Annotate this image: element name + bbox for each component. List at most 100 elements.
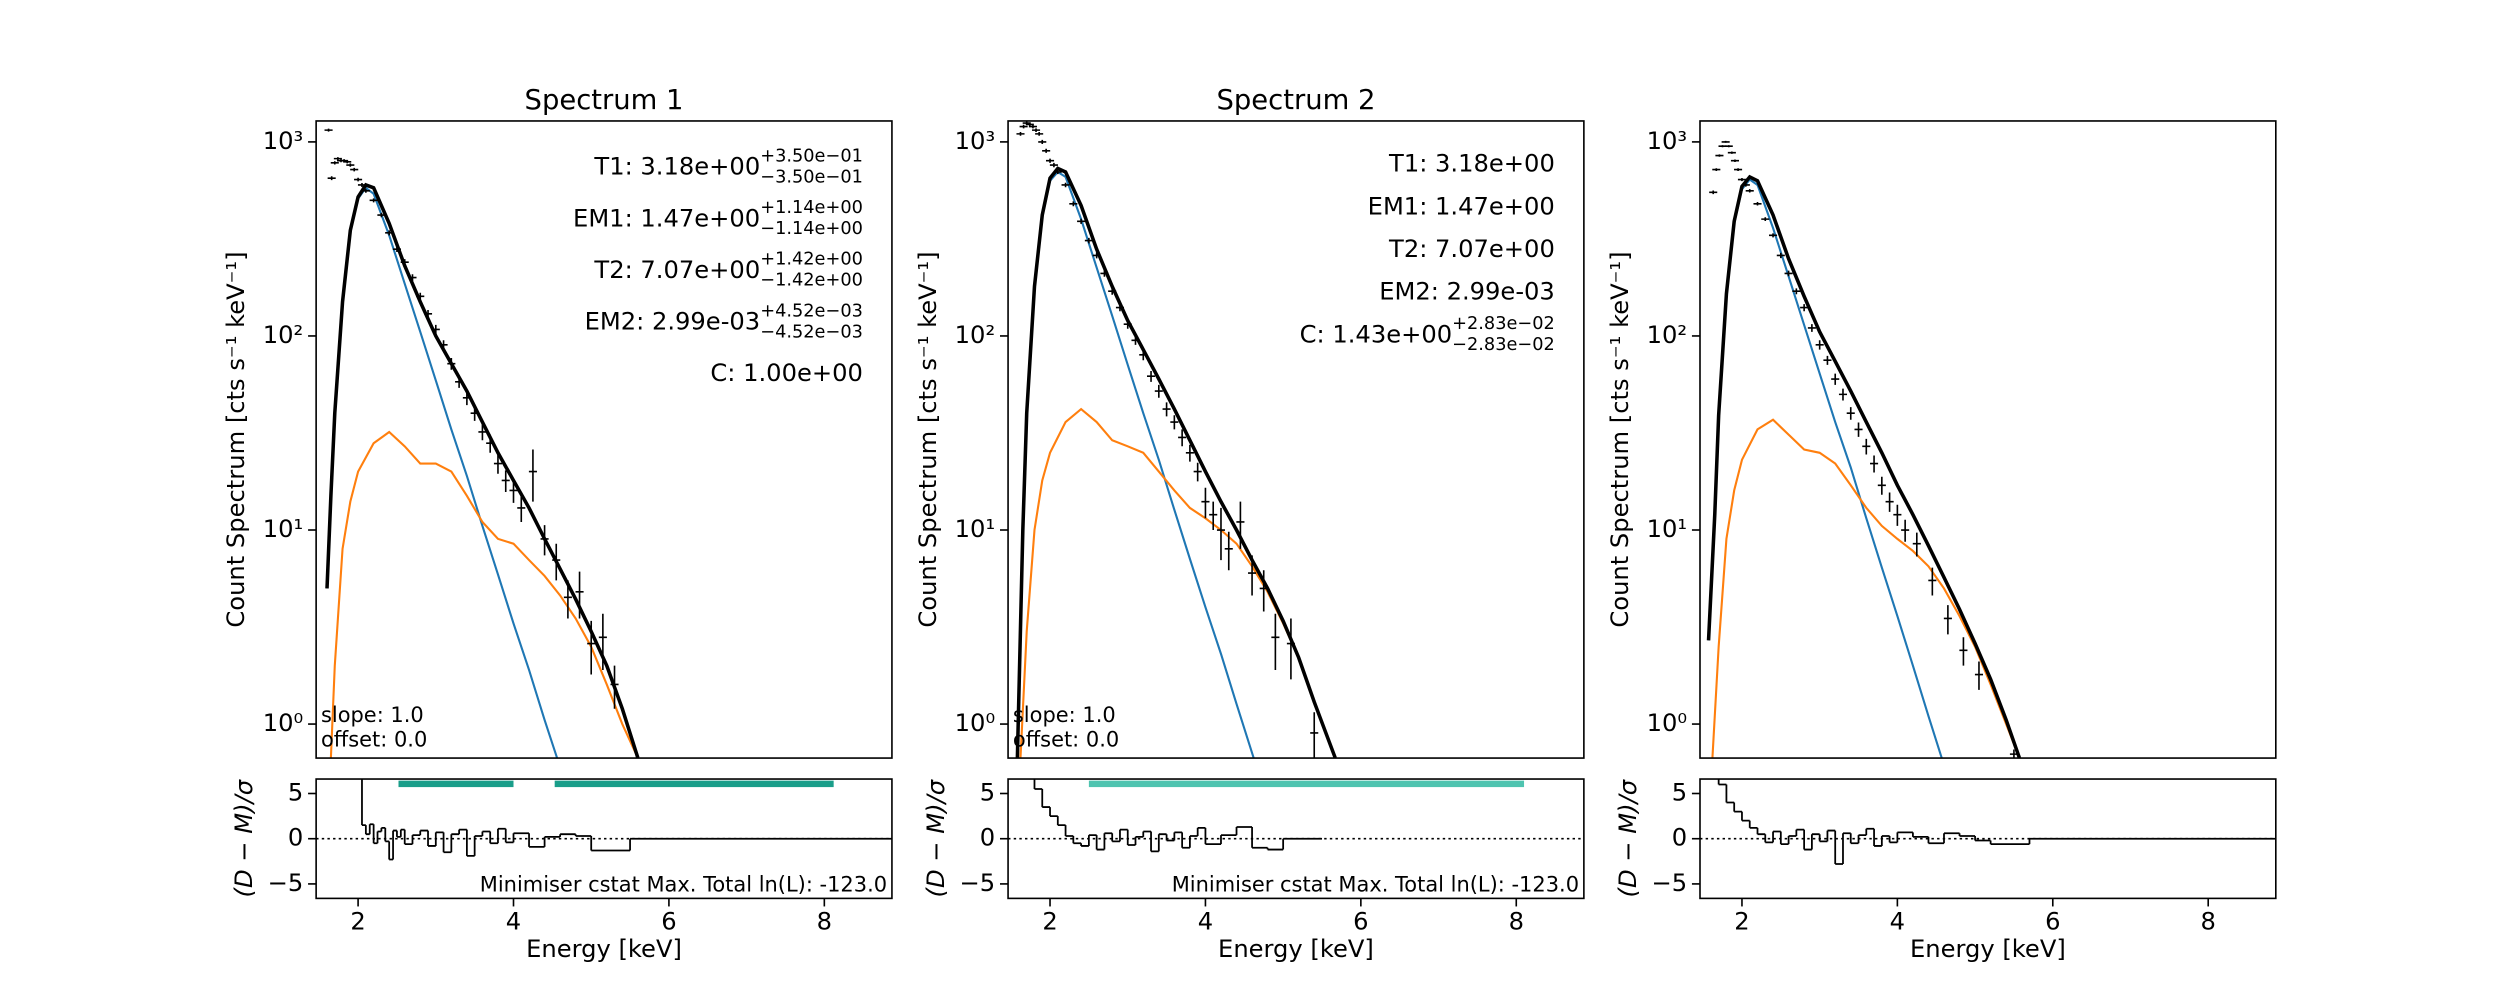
residual-panel: 5 0 −5 2 4 6 8 Energy [keV] (D − M)/σ Minimiser c…: [230, 778, 893, 963]
step-riser: [361, 779, 631, 860]
plot-area: [1706, 140, 2022, 759]
x-axis-label: Energy [keV]: [1218, 935, 1374, 963]
y-tick-label: 10³: [263, 127, 303, 155]
data-point: [462, 391, 471, 406]
annotation: T2: 7.07e+00: [1388, 235, 1555, 263]
data-point: [540, 525, 549, 556]
data-point: [1310, 712, 1319, 759]
annotation: C: 1.43e+00: [1300, 320, 1453, 348]
data-point: [1928, 567, 1937, 596]
data-point: [455, 376, 464, 388]
data-point: [1959, 637, 1968, 666]
fit-note: offset: 0.0: [321, 727, 427, 751]
fit-note: slope: 1.0: [1013, 703, 1116, 727]
data-point: [1943, 605, 1952, 635]
y-axis-label: Count Spectrum [cts s⁻¹ keV⁻¹]: [222, 251, 250, 627]
data-point: [1901, 519, 1910, 542]
annotation-upper: +2.83e−02: [1452, 314, 1555, 334]
x-tick-label: 6: [1353, 908, 1368, 936]
data-point: [447, 357, 456, 370]
data-point: [470, 406, 479, 421]
data-point: [1807, 324, 1816, 332]
data-point: [1792, 288, 1801, 295]
annotation: EM1: 1.47e+00: [573, 204, 760, 232]
x-tick-label: 2: [350, 908, 365, 936]
data-point: [1974, 661, 1983, 690]
data-point: [1831, 373, 1840, 385]
data-point: [1032, 128, 1041, 132]
y-tick-label: 5: [980, 778, 995, 806]
data-point: [1061, 182, 1070, 188]
y-tick-label: 10⁰: [263, 709, 303, 737]
data-point: [575, 571, 584, 619]
data-point: [423, 310, 433, 318]
data-point: [563, 580, 572, 619]
x-tick-label: 6: [661, 908, 676, 936]
x-tick-label: 8: [1509, 908, 1524, 936]
y-tick-label: 0: [980, 824, 995, 852]
data-point: [1185, 444, 1194, 462]
data-point: [1216, 507, 1226, 561]
x-tick-label: 6: [2045, 908, 2060, 936]
x-axis-label: Energy [keV]: [1910, 935, 2066, 963]
annotation-upper: +4.52e−03: [760, 301, 863, 321]
data-point: [1776, 252, 1785, 259]
y-tick-label: −5: [268, 869, 304, 897]
data-point: [528, 449, 537, 502]
model-component: [1711, 418, 2021, 759]
data-point: [1123, 319, 1132, 329]
data-point: [1259, 570, 1268, 612]
data-point: [1154, 384, 1163, 398]
annotation: T1: 3.18e+00: [593, 153, 760, 181]
model-total: [1706, 174, 2022, 759]
step-riser: [1717, 779, 2031, 865]
data-point: [333, 157, 342, 161]
data-point: [1100, 270, 1109, 277]
data-point: [509, 479, 518, 503]
data-point: [1862, 438, 1871, 455]
data-point: [392, 246, 401, 252]
data-point: [1753, 202, 1762, 206]
axes-frame: [1007, 778, 1585, 900]
y-axis-label: Count Spectrum [cts s⁻¹ keV⁻¹]: [914, 251, 942, 627]
data-point: [1761, 217, 1770, 222]
y-tick-label: −5: [1651, 869, 1687, 897]
data-point: [1877, 476, 1886, 495]
data-point: [1045, 158, 1055, 163]
x-axis-label: Energy [keV]: [526, 935, 682, 963]
data-point: [1800, 304, 1809, 312]
annotation: C: 1.00e+00: [710, 359, 863, 387]
y-axis-label: (D − M)/σ: [922, 779, 950, 897]
data-point: [1912, 532, 1921, 557]
x-tick-label: 4: [1198, 908, 1213, 936]
annotation-lower: −2.83e−02: [1452, 335, 1555, 355]
residual-panel: 5 0 −5 2 4 6 8 Energy [keV] (D − M)/σ Minimiser c…: [922, 778, 1585, 963]
data-point: [1139, 349, 1148, 361]
y-tick-label: 10³: [1647, 127, 1687, 155]
y-tick-label: 10¹: [1647, 515, 1687, 543]
data-point: [1815, 340, 1824, 350]
fit-statistic: Minimiser cstat Max. Total ln(L): -123.0: [1172, 872, 1579, 896]
data-point: [486, 434, 495, 453]
data-point: [439, 340, 448, 350]
data-point: [1236, 501, 1245, 549]
data-point: [416, 292, 425, 301]
data-point: [1769, 233, 1778, 238]
fit-range: [554, 780, 834, 788]
panel-title: Spectrum 2: [1216, 85, 1375, 116]
plot-area: [1700, 779, 2276, 865]
annotation: T2: 7.07e+00: [593, 256, 760, 284]
data-point: [1224, 531, 1233, 571]
data-point: [1038, 139, 1047, 145]
data-point: [1730, 159, 1739, 162]
data-point: [1846, 407, 1855, 420]
data-point: [1271, 613, 1280, 670]
fit-range: [398, 780, 514, 788]
data-point: [598, 613, 607, 670]
plot-area: [1015, 121, 1337, 759]
data-point: [1069, 201, 1078, 207]
y-tick-label: 10²: [263, 321, 303, 349]
data-point: [493, 454, 502, 474]
data-point: [1025, 122, 1034, 127]
data-point: [1077, 218, 1086, 224]
